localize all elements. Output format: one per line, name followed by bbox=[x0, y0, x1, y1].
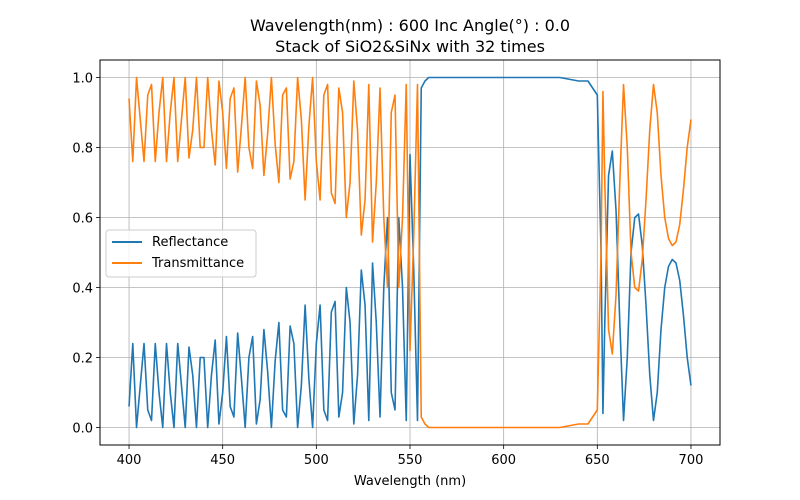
series-group bbox=[128, 76, 692, 429]
x-axis-label: Wavelength (nm) bbox=[354, 474, 466, 489]
legend-label-reflectance: Reflectance bbox=[152, 235, 228, 250]
x-tick-label: 650 bbox=[585, 453, 610, 468]
x-tick-label: 500 bbox=[304, 453, 329, 468]
chart-subtitle: Stack of SiO2&SiNx with 32 times bbox=[275, 37, 545, 56]
y-tick-label: 1.0 bbox=[72, 72, 93, 87]
y-tick-label: 0.6 bbox=[72, 212, 93, 227]
x-tick-label: 700 bbox=[679, 453, 704, 468]
x-axis-ticks: 400 450 500 550 600 650 700 bbox=[117, 445, 704, 468]
chart-title: Wavelength(nm) : 600 Inc Angle(°) : 0.0 bbox=[250, 16, 570, 35]
series-line-transmittance bbox=[128, 76, 692, 429]
y-tick-label: 0.0 bbox=[72, 422, 93, 437]
x-tick-label: 450 bbox=[210, 453, 235, 468]
y-tick-label: 0.8 bbox=[72, 142, 93, 157]
legend-box bbox=[105, 229, 257, 278]
x-tick-label: 600 bbox=[491, 453, 516, 468]
series-line-reflectance bbox=[128, 76, 692, 429]
y-tick-label: 0.2 bbox=[72, 352, 93, 367]
legend: Reflectance Transmittance bbox=[105, 229, 257, 278]
y-axis-ticks: 0.0 0.2 0.4 0.6 0.8 1.0 bbox=[72, 72, 100, 437]
x-tick-label: 550 bbox=[398, 453, 423, 468]
legend-label-transmittance: Transmittance bbox=[151, 256, 244, 271]
x-tick-label: 400 bbox=[117, 453, 142, 468]
y-tick-label: 0.4 bbox=[72, 282, 93, 297]
